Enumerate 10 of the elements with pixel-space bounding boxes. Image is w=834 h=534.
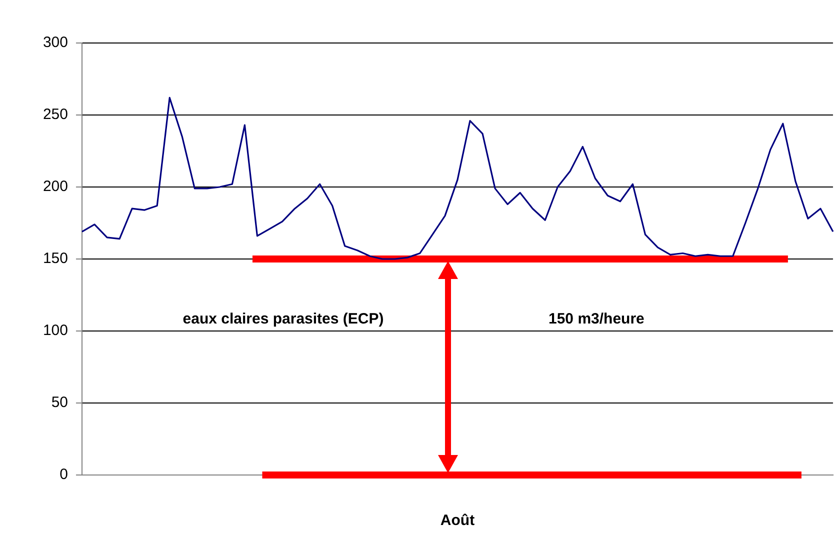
annotation: eaux claires parasites (ECP) <box>182 310 384 328</box>
x-axis-title: Août <box>440 512 475 530</box>
y-tick-label: 150 <box>42 250 68 268</box>
y-tick-label: 250 <box>42 106 68 124</box>
y-tick-label: 100 <box>42 322 68 340</box>
y-tick-label: 300 <box>42 34 68 52</box>
y-tick-label: 50 <box>51 394 68 412</box>
y-tick-label: 200 <box>42 178 68 196</box>
annotation: 150 m3/heure <box>548 310 644 328</box>
y-tick-label: 0 <box>60 466 68 484</box>
